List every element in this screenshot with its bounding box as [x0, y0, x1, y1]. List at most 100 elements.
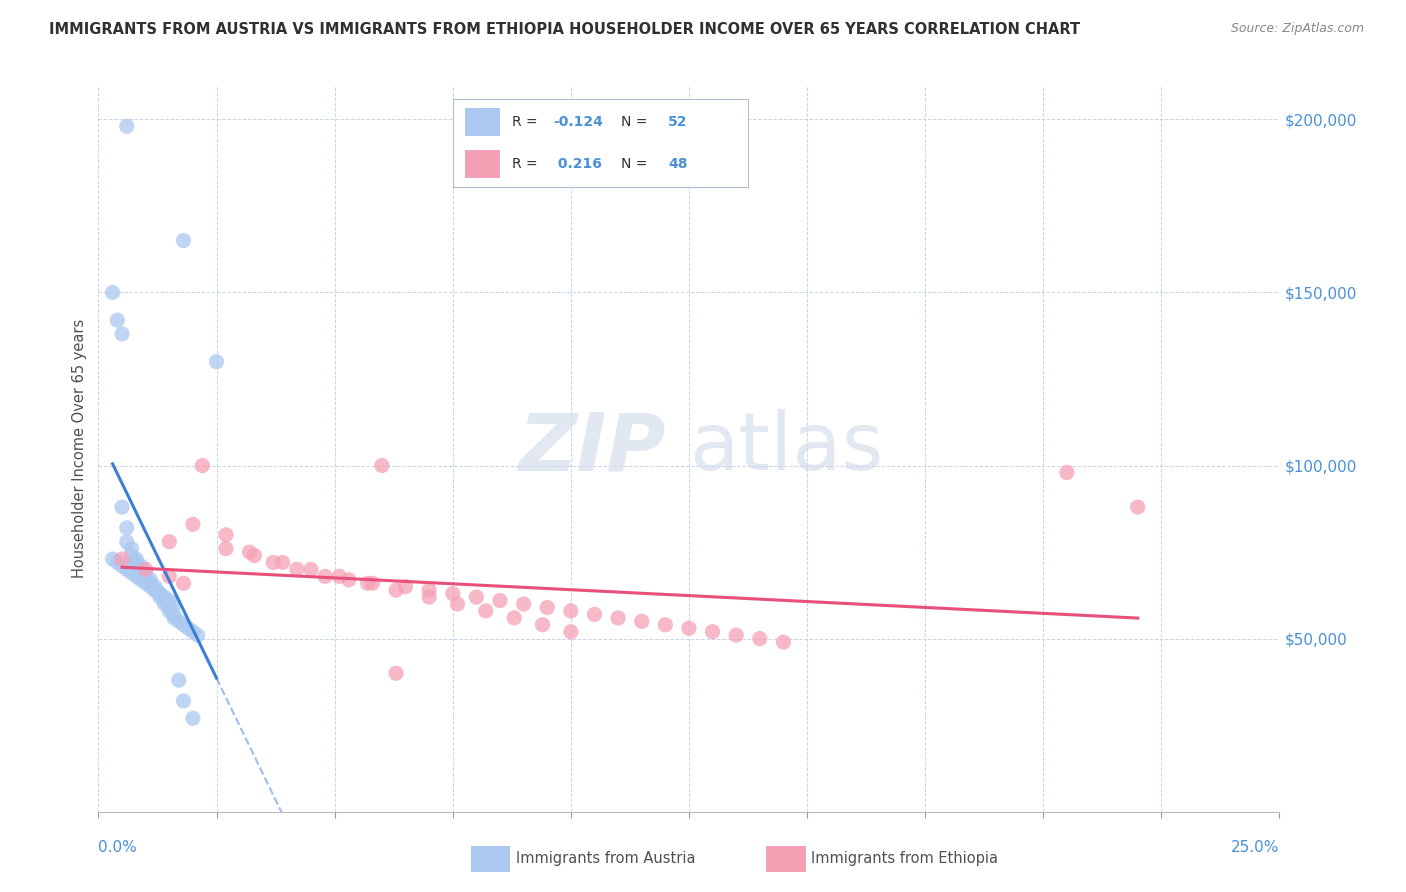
Point — [285, 562, 308, 576]
Point — [702, 624, 724, 639]
Text: atlas: atlas — [689, 409, 883, 487]
Point — [361, 576, 384, 591]
Point — [135, 566, 157, 580]
Point — [725, 628, 748, 642]
Point — [157, 569, 180, 583]
Point — [149, 587, 172, 601]
Point — [157, 593, 180, 607]
Point — [385, 583, 408, 598]
Point — [418, 590, 440, 604]
Point — [139, 573, 162, 587]
Point — [560, 624, 582, 639]
Point — [135, 569, 157, 583]
Point — [139, 580, 162, 594]
Point — [143, 580, 166, 594]
Point — [371, 458, 394, 473]
Point — [215, 541, 238, 556]
Point — [172, 234, 194, 248]
Point — [243, 549, 266, 563]
Point — [121, 541, 143, 556]
Point — [654, 617, 676, 632]
Point — [115, 562, 138, 576]
Point — [205, 354, 228, 368]
Point — [163, 611, 186, 625]
Point — [215, 528, 238, 542]
Point — [583, 607, 606, 622]
Point — [446, 597, 468, 611]
Point — [101, 285, 124, 300]
Point — [607, 611, 630, 625]
Point — [143, 583, 166, 598]
Point — [271, 556, 294, 570]
Point — [418, 583, 440, 598]
Point — [531, 617, 554, 632]
Point — [129, 573, 152, 587]
Point — [191, 458, 214, 473]
Point — [748, 632, 770, 646]
Point — [163, 607, 186, 622]
Point — [111, 558, 134, 573]
Point — [111, 500, 134, 514]
Point — [503, 611, 526, 625]
Point — [314, 569, 336, 583]
Point — [105, 313, 128, 327]
Point — [157, 534, 180, 549]
Text: IMMIGRANTS FROM AUSTRIA VS IMMIGRANTS FROM ETHIOPIA HOUSEHOLDER INCOME OVER 65 Y: IMMIGRANTS FROM AUSTRIA VS IMMIGRANTS FR… — [49, 22, 1080, 37]
Point — [357, 576, 380, 591]
Point — [153, 590, 176, 604]
Point — [475, 604, 498, 618]
Point — [115, 534, 138, 549]
Point — [149, 590, 172, 604]
Point — [181, 517, 204, 532]
Point — [512, 597, 534, 611]
Point — [111, 326, 134, 341]
Point — [163, 597, 186, 611]
Point — [121, 566, 143, 580]
Point — [157, 604, 180, 618]
Point — [115, 120, 138, 134]
Point — [101, 552, 124, 566]
Text: 0.0%: 0.0% — [98, 839, 138, 855]
Point — [125, 556, 148, 570]
Point — [560, 604, 582, 618]
Point — [772, 635, 794, 649]
Text: Immigrants from Austria: Immigrants from Austria — [516, 852, 696, 866]
Point — [105, 61, 128, 75]
Point — [125, 569, 148, 583]
Text: Immigrants from Ethiopia: Immigrants from Ethiopia — [811, 852, 998, 866]
Point — [172, 576, 194, 591]
Point — [153, 593, 176, 607]
Point — [262, 556, 284, 570]
Point — [111, 552, 134, 566]
Point — [129, 558, 152, 573]
Point — [239, 545, 262, 559]
Point — [115, 521, 138, 535]
Point — [328, 569, 350, 583]
Point — [441, 587, 464, 601]
Text: Source: ZipAtlas.com: Source: ZipAtlas.com — [1230, 22, 1364, 36]
Point — [177, 621, 200, 635]
Point — [139, 576, 162, 591]
Point — [630, 615, 652, 629]
Point — [1126, 500, 1149, 514]
Point — [299, 562, 322, 576]
Point — [181, 624, 204, 639]
Text: ZIP: ZIP — [517, 409, 665, 487]
Point — [121, 549, 143, 563]
Point — [385, 666, 408, 681]
Point — [129, 562, 152, 576]
Point — [678, 621, 700, 635]
Point — [135, 576, 157, 591]
Point — [172, 617, 194, 632]
Point — [125, 552, 148, 566]
Point — [489, 593, 512, 607]
Point — [337, 573, 360, 587]
Point — [187, 628, 209, 642]
Point — [153, 597, 176, 611]
Point — [167, 673, 190, 688]
Point — [172, 694, 194, 708]
Point — [135, 562, 157, 576]
Text: 25.0%: 25.0% — [1232, 839, 1279, 855]
Point — [536, 600, 558, 615]
Point — [105, 556, 128, 570]
